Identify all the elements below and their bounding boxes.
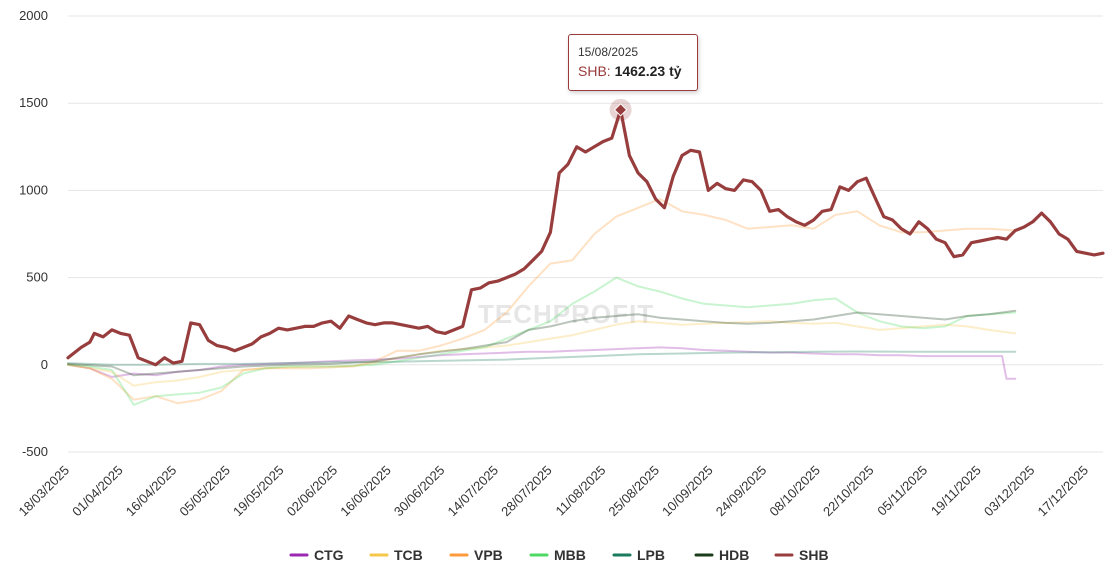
x-tick-label: 17/12/2025 <box>1034 463 1091 520</box>
tooltip-line: SHB: 1462.23 tỷ <box>578 63 682 79</box>
series-line-ctg[interactable] <box>67 346 1017 380</box>
tooltip-series: SHB <box>578 63 607 79</box>
legend-label: TCB <box>394 547 423 563</box>
x-tick-label: 02/06/2025 <box>284 463 341 520</box>
legend-item-tcb[interactable]: TCB <box>369 547 423 563</box>
legend-item-vpb[interactable]: VPB <box>449 547 503 563</box>
x-tick-label: 08/10/2025 <box>766 463 823 520</box>
x-tick-label: 28/07/2025 <box>498 463 555 520</box>
x-tick-label: 18/03/2025 <box>15 463 72 520</box>
x-axis: 18/03/202501/04/202516/04/202505/05/2025… <box>15 463 1091 520</box>
highlight-marker <box>609 98 632 121</box>
series-line-shb[interactable] <box>66 108 1105 367</box>
y-tick-label: 0 <box>41 357 48 372</box>
x-tick-label: 30/06/2025 <box>391 463 448 520</box>
x-tick-label: 14/07/2025 <box>445 463 502 520</box>
legend-label: MBB <box>554 547 586 563</box>
x-tick-label: 19/11/2025 <box>928 463 984 519</box>
x-tick-label: 05/05/2025 <box>176 463 233 520</box>
series-line-hdb[interactable] <box>67 309 1017 377</box>
x-tick-label: 25/08/2025 <box>605 463 662 520</box>
y-tick-label: -500 <box>22 444 48 459</box>
series-line-mbb[interactable] <box>67 276 1017 406</box>
x-tick-label: 11/08/2025 <box>552 463 608 519</box>
x-tick-label: 19/05/2025 <box>230 463 287 520</box>
y-tick-label: 500 <box>26 270 48 285</box>
chart-tooltip: 15/08/2025 SHB: 1462.23 tỷ <box>568 34 698 91</box>
x-tick-label: 24/09/2025 <box>713 463 770 520</box>
legend-item-lpb[interactable]: LPB <box>612 547 665 563</box>
legend-item-ctg[interactable]: CTG <box>289 547 344 563</box>
x-tick-label: 16/04/2025 <box>123 463 180 520</box>
legend-label: VPB <box>474 547 503 563</box>
legend-item-shb[interactable]: SHB <box>774 547 829 563</box>
legend-item-hdb[interactable]: HDB <box>694 547 749 563</box>
marker-diamond-icon[interactable] <box>613 103 628 117</box>
y-tick-label: 1000 <box>19 182 48 197</box>
legend-label: LPB <box>637 547 665 563</box>
y-axis: -500 0 500 1000 1500 2000 <box>19 8 48 459</box>
legend-item-mbb[interactable]: MBB <box>529 547 586 563</box>
x-tick-label: 01/04/2025 <box>69 463 126 520</box>
legend-label: HDB <box>719 547 749 563</box>
tooltip-separator: : <box>606 63 611 79</box>
series-line-tcb[interactable] <box>67 320 1017 387</box>
y-tick-label: 1500 <box>19 95 48 110</box>
series-line-vpb[interactable] <box>67 198 1017 405</box>
series-line-lpb[interactable] <box>67 350 1017 366</box>
gridlines <box>68 15 1103 453</box>
y-tick-label: 2000 <box>19 8 48 23</box>
tooltip-value: 1462.23 tỷ <box>614 63 682 79</box>
legend-label: CTG <box>314 547 344 563</box>
legend: CTG TCB VPB MBB LPB HDB SHB <box>289 547 829 563</box>
x-tick-label: 16/06/2025 <box>337 463 394 520</box>
x-tick-label: 05/11/2025 <box>874 463 930 519</box>
legend-label: SHB <box>799 547 829 563</box>
x-tick-label: 03/12/2025 <box>981 463 1038 520</box>
x-tick-label: 22/10/2025 <box>820 463 877 520</box>
series-lines <box>66 108 1105 406</box>
tooltip-date: 15/08/2025 <box>578 45 639 59</box>
watermark-text: TECHPROFIT <box>478 299 654 329</box>
x-tick-label: 10/09/2025 <box>659 463 716 520</box>
